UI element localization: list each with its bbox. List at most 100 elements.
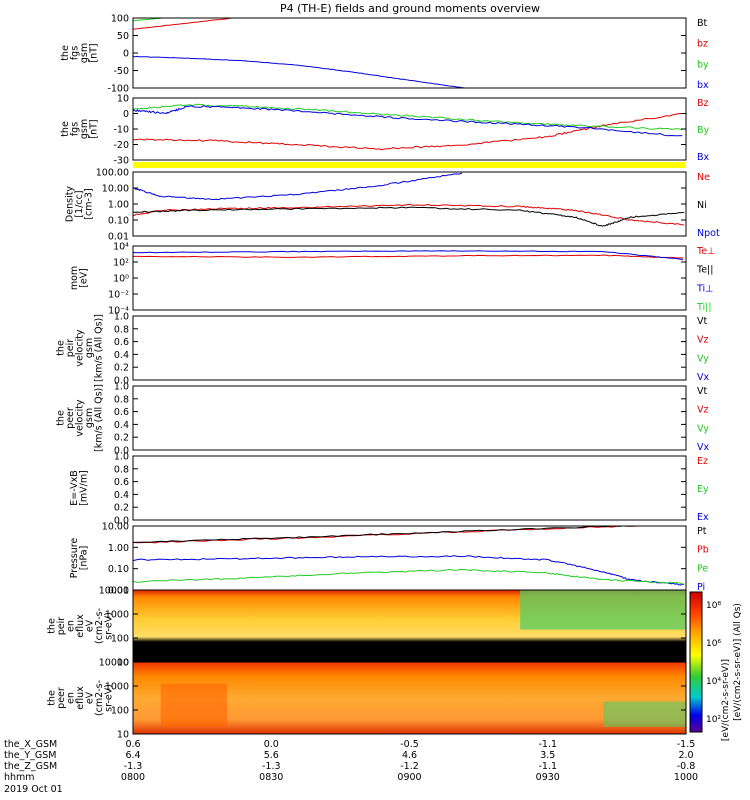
- y-tick-label: 1.00: [108, 200, 129, 211]
- legend-ex: Ex: [697, 512, 709, 523]
- x-axis-value: 4.6: [402, 750, 417, 761]
- colorbar-tick: 10²: [706, 715, 721, 725]
- x-axis-row-label: hhmm: [4, 772, 35, 783]
- y-tick-label: 1.0: [114, 382, 129, 393]
- x-axis-value: -0.8: [677, 761, 696, 772]
- y-axis-label: [km/s (All Qs)]: [94, 314, 105, 382]
- legend-bx: Bx: [697, 152, 710, 163]
- y-axis-label: sr-eV): [104, 612, 115, 640]
- panel-p4: 10⁴ 10² 10⁰ 10⁻² 10⁻⁴ mom[eV] Te⊥ Te|| Ti⊥ Ti||: [69, 242, 715, 317]
- series-by: [133, 8, 267, 21]
- legend-by: By: [697, 125, 710, 136]
- y-tick-label: 0.8: [114, 394, 129, 405]
- y-tick-label: 0.4: [114, 420, 129, 431]
- y-tick-label: -50: [113, 66, 129, 77]
- y-tick-label: 10⁻²: [108, 290, 129, 301]
- x-axis-value: 0.6: [125, 739, 140, 750]
- y-tick-label: 10.00: [102, 184, 129, 195]
- y-tick-label: 0.6: [114, 407, 129, 418]
- x-axis-value: 0830: [259, 772, 283, 783]
- y-tick-label: -10: [113, 125, 129, 136]
- legend-bz: bz: [697, 39, 708, 50]
- series-ni: [133, 207, 684, 226]
- y-axis-label: [nT]: [89, 43, 100, 62]
- panel-p10: 10000 1000 100 10 thepeerenefluxeV(cm2-s-sr-…: [47, 658, 687, 741]
- legend-pt: Pt: [697, 526, 707, 537]
- y-axis-label: [nT]: [89, 119, 100, 138]
- y-tick-label: 0.4: [114, 350, 129, 361]
- series-by: [133, 104, 682, 130]
- x-axis-row-label: the_Y_GSM: [4, 750, 56, 761]
- legend-vy: Vy: [697, 423, 709, 434]
- spectrogram-green-region: [603, 702, 686, 727]
- x-axis-value: 6.4: [125, 750, 140, 761]
- x-axis-value: 0930: [536, 772, 560, 783]
- y-axis-label: [cm-3]: [84, 188, 95, 219]
- x-axis-value: -1.1: [538, 739, 557, 750]
- legend-pi: Pi: [697, 582, 705, 593]
- y-tick-label: 0: [123, 109, 129, 120]
- y-tick-label: -30: [113, 156, 129, 167]
- legend-ez: Ez: [697, 456, 708, 467]
- legend-te⊥: Te⊥: [696, 246, 715, 257]
- x-axis-value: -1.3: [124, 761, 143, 772]
- x-axis-value: -1.3: [262, 761, 281, 772]
- y-tick-label: 0.6: [114, 337, 129, 348]
- legend-vt: Vt: [697, 316, 707, 327]
- colorbar-label: [eV/(cm2-s-sr-eV)] (All Qs): [733, 603, 743, 721]
- y-tick-label: 10.00: [102, 522, 129, 533]
- legend-ni: Ni: [697, 200, 707, 211]
- y-tick-label: 0: [123, 49, 129, 60]
- legend-ti⊥: Ti⊥: [696, 283, 713, 294]
- y-tick-label: 0.8: [114, 324, 129, 335]
- panel-p2: 100-10-20-30thefgsgsm[nT]BzByBx: [60, 94, 710, 167]
- spectrogram-hot-region: [161, 684, 227, 727]
- y-axis-label: [km/s (All Qs)]: [94, 384, 105, 452]
- y-tick-label: 0.10: [108, 216, 129, 227]
- colorbar: 10⁸ 10⁶ 10⁴ 10² [eV/(cm2-s-sr-eV)] (All Qs)[…: [690, 592, 743, 741]
- x-axis-value: -1.5: [677, 739, 696, 750]
- colorbar-tick: 10⁴: [706, 677, 721, 687]
- x-axis-value: 0900: [397, 772, 421, 783]
- y-tick-label: 1.0: [114, 312, 129, 323]
- panel-p3: 100.00 10.00 1.00 0.10 0.01 Density[1/cc][cm-…: [65, 168, 720, 243]
- yellow-status-bar: [133, 162, 686, 168]
- colorbar-tick: 10⁶: [706, 639, 721, 649]
- series-pt: [133, 524, 679, 543]
- x-axis-value: 5.6: [264, 750, 279, 761]
- legend-ti||: Ti||: [696, 302, 712, 313]
- legend-pb: Pb: [697, 545, 709, 556]
- y-tick-label: 10: [117, 94, 129, 105]
- legend-te||: Te||: [696, 265, 713, 276]
- y-tick-label: 0.4: [114, 490, 129, 501]
- y-tick-label: 0.2: [114, 363, 129, 374]
- y-tick-label: 1.00: [108, 543, 129, 554]
- legend-pe: Pe: [697, 563, 708, 574]
- legend-npot: Npot: [697, 228, 720, 239]
- y-tick-label: 0.10: [108, 564, 129, 575]
- chart-title: P4 (TH-E) fields and ground moments over…: [280, 2, 540, 15]
- date-label: 2019 Oct 01: [4, 784, 63, 795]
- legend-vy: Vy: [697, 353, 709, 364]
- colorbar-tick: 10⁸: [706, 601, 721, 611]
- y-axis-label: [mV/m]: [79, 470, 90, 506]
- x-axis-value: 0.0: [264, 739, 279, 750]
- x-axis-value: 1000: [674, 772, 698, 783]
- panel-p9: 10000 1000 100 10 thepeirenefluxeV(cm2-s-sr-…: [47, 586, 687, 669]
- y-tick-label: 0.2: [114, 503, 129, 514]
- y-tick-label: 100.00: [96, 168, 129, 179]
- x-axis-value: -1.1: [538, 761, 557, 772]
- y-tick-label: 10²: [113, 258, 129, 269]
- panel-frame: [133, 526, 686, 590]
- colorbar-label-2: [eV/(cm2-s-sr-eV)]: [721, 659, 731, 741]
- y-tick-label: 1.0: [114, 452, 129, 463]
- y-tick-label: 0.2: [114, 433, 129, 444]
- y-tick-label: -20: [113, 140, 129, 151]
- panel-frame: [133, 316, 686, 380]
- y-tick-label: 10⁴: [113, 242, 129, 253]
- colorbar-gradient: [690, 592, 702, 732]
- series-pi: [133, 556, 684, 585]
- panel-p7: 1.00.8 0.6 0.4 0.2 0.0 E=-VxB[mV/m] Ez Ey Ex: [69, 452, 709, 527]
- x-axis: the_X_GSM 0.6 0.0 -0.5 -1.1 -1.5 the_Y_GSM 6.4 5…: [4, 739, 698, 795]
